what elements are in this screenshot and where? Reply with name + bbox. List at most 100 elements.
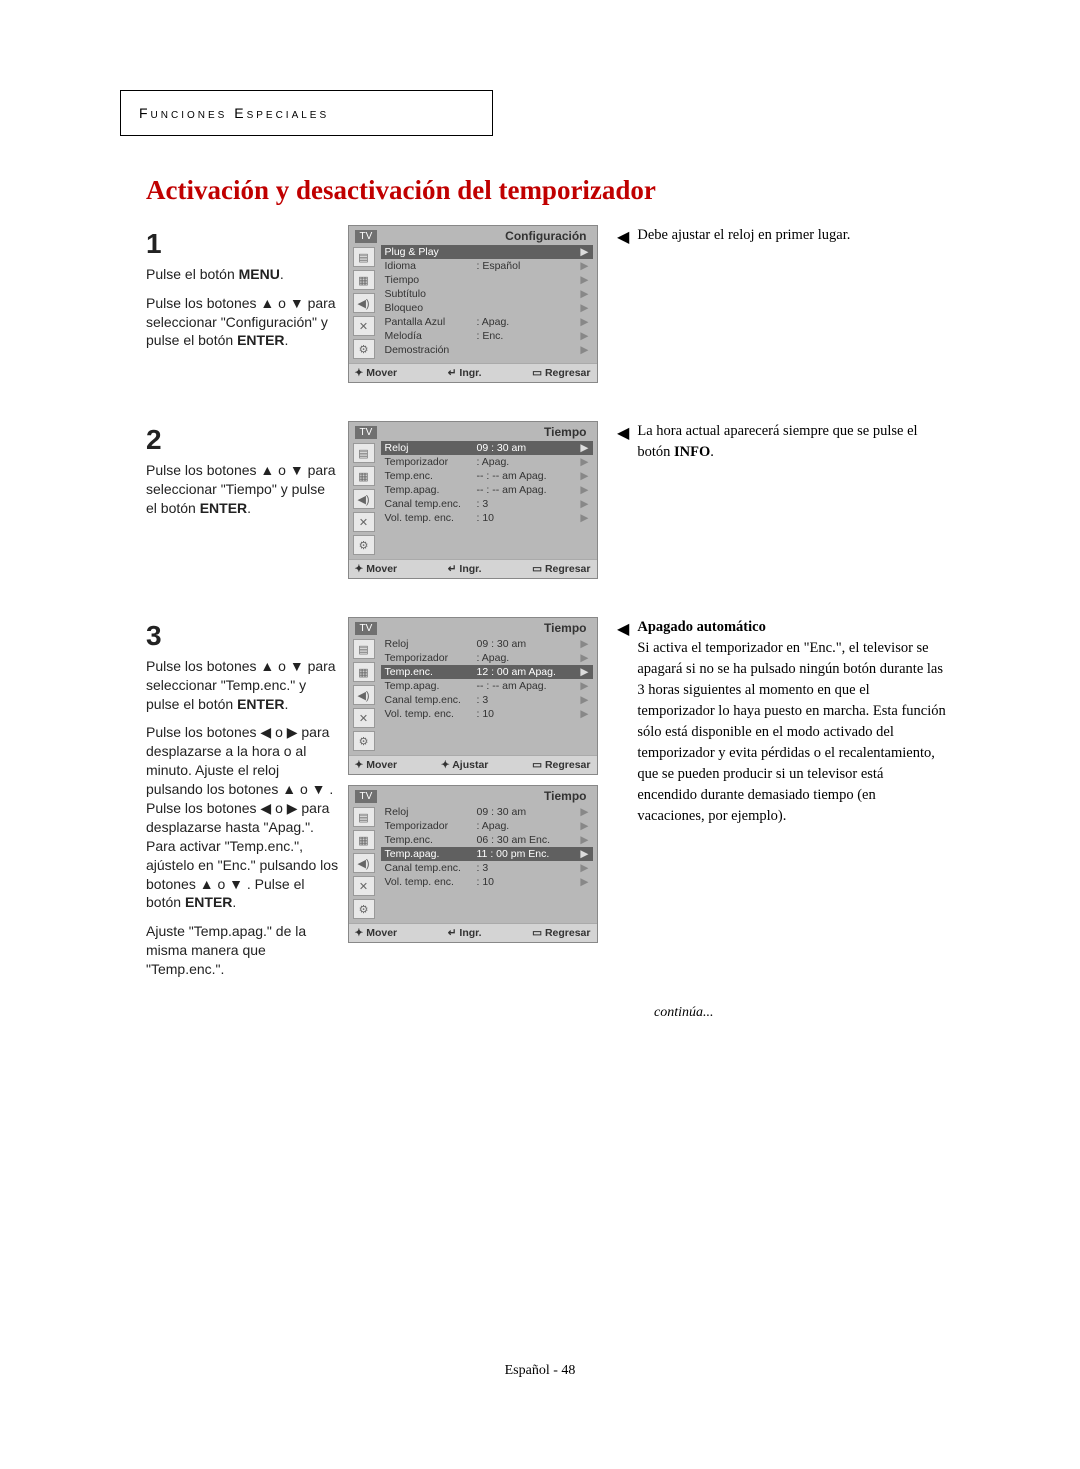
osd-sidebar-icon: ▦ (353, 466, 375, 486)
osd-item-label: Reloj (385, 442, 477, 454)
step2-p1: Pulse los botones ▲ o ▼ para seleccionar… (146, 461, 340, 518)
osd-item-value (477, 344, 579, 356)
chevron-right-icon: ▶ (579, 820, 589, 832)
osd-item-value: 09 : 30 am (477, 442, 579, 454)
osd-panel-title: Tiempo (377, 425, 590, 439)
osd-sidebar-icon: ◀) (353, 685, 375, 705)
osd-menu-item: Subtítulo▶ (381, 287, 593, 301)
chevron-right-icon: ▶ (579, 876, 589, 888)
chevron-right-icon: ▶ (579, 512, 589, 524)
osd-menu-item: Reloj09 : 30 am▶ (381, 441, 593, 455)
osd-menu-item: Canal temp.enc.: 3▶ (381, 497, 593, 511)
osd-item-value: : 3 (477, 694, 579, 706)
osd-item-label: Temporizador (385, 456, 477, 468)
step3-p2: Pulse los botones ◀ o ▶ para desplazarse… (146, 723, 340, 799)
note3-title: Apagado automático (637, 619, 766, 635)
note2: ◀ La hora actual aparecerá siempre que s… (599, 421, 946, 589)
step-row-1: 1 Pulse el botón MENU. Pulse los botones… (146, 225, 946, 393)
osd-menu-item: Pantalla Azul: Apag.▶ (381, 315, 593, 329)
osd-sidebar-icon: ⚙ (353, 731, 375, 751)
osd-sidebar-icon: ▦ (353, 830, 375, 850)
osd-item-label: Temp.apag. (385, 848, 477, 860)
osd-menu-item: Temp.apag.11 : 00 pm Enc.▶ (381, 847, 593, 861)
osd-sidebar-icon: ◀) (353, 293, 375, 313)
chevron-right-icon: ▶ (579, 456, 589, 468)
chevron-right-icon: ▶ (579, 680, 589, 692)
osd-item-value: : Enc. (477, 330, 579, 342)
osd-item-value: : Español (477, 260, 579, 272)
osd-menu-item: Tiempo▶ (381, 273, 593, 287)
osd-item-value: 09 : 30 am (477, 806, 579, 818)
note2-text: La hora actual aparecerá siempre que se … (637, 421, 946, 463)
osd-item-value (477, 274, 579, 286)
osd-foot-regresar: ▭ Regresar (532, 367, 590, 379)
step-number: 3 (146, 617, 340, 655)
osd-item-value: -- : -- am Apag. (477, 680, 579, 692)
osd-item-label: Reloj (385, 806, 477, 818)
osd-menu-item: Temporizador: Apag.▶ (381, 819, 593, 833)
step3-p3: Pulse los botones ◀ o ▶ para desplazarse… (146, 799, 340, 912)
chevron-right-icon: ▶ (579, 862, 589, 874)
osd-foot-mover: ✦ Mover (355, 927, 398, 939)
section-header: Funciones Especiales (120, 90, 493, 136)
osd-menu-item: Plug & Play▶ (381, 245, 593, 259)
osd-tiempo1: TVTiempo▤▦◀)✕⚙Reloj09 : 30 am▶Temporizad… (348, 421, 600, 589)
chevron-right-icon: ▶ (579, 484, 589, 496)
osd-item-value: -- : -- am Apag. (477, 484, 579, 496)
osd-sidebar-icon: ⚙ (353, 535, 375, 555)
osd-menu-item: Temp.apag.-- : -- am Apag.▶ (381, 679, 593, 693)
osd-menu-item: Reloj09 : 30 am▶ (381, 805, 593, 819)
osd-footer: ✦ Mover↵ Ingr.▭ Regresar (349, 923, 597, 942)
osd-item-value (477, 302, 579, 314)
osd-item-label: Canal temp.enc. (385, 862, 477, 874)
chevron-right-icon: ▶ (579, 694, 589, 706)
step-number: 2 (146, 421, 340, 459)
content-area: 1 Pulse el botón MENU. Pulse los botones… (146, 225, 946, 1007)
osd-item-value (477, 246, 579, 258)
osd-menu-item: Vol. temp. enc.: 10▶ (381, 707, 593, 721)
osd-tv-badge: TV (355, 790, 378, 803)
osd-item-value: 09 : 30 am (477, 638, 579, 650)
note3-body: Apagado automático Si activa el temporiz… (637, 617, 946, 827)
chevron-right-icon: ▶ (579, 442, 589, 454)
chevron-right-icon: ▶ (579, 260, 589, 272)
osd-icon-column: ▤▦◀)✕⚙ (353, 805, 377, 919)
step1-text: 1 Pulse el botón MENU. Pulse los botones… (146, 225, 348, 393)
osd-item-value: : Apag. (477, 456, 579, 468)
osd-sidebar-icon: ▤ (353, 247, 375, 267)
chevron-right-icon: ▶ (579, 302, 589, 314)
note-arrow-icon: ◀ (617, 618, 629, 827)
osd-item-label: Tiempo (385, 274, 477, 286)
osd-footer: ✦ Mover✦ Ajustar▭ Regresar (349, 755, 597, 774)
osd-item-value: : 10 (477, 512, 579, 524)
step3-p1: Pulse los botones ▲ o ▼ para seleccionar… (146, 657, 340, 714)
note-arrow-icon: ◀ (617, 226, 629, 249)
osd-menu-item: Bloqueo ▶ (381, 301, 593, 315)
chevron-right-icon: ▶ (579, 652, 589, 664)
osd-foot-mover: ✦ Mover (355, 563, 398, 575)
osd-menu-item: Canal temp.enc.: 3▶ (381, 861, 593, 875)
osd-item-value: : 10 (477, 708, 579, 720)
step3-p4: Ajuste "Temp.apag." de la misma manera q… (146, 922, 340, 979)
chevron-right-icon: ▶ (579, 498, 589, 510)
chevron-right-icon: ▶ (579, 666, 589, 678)
osd-item-list: Plug & Play▶Idioma: Español▶Tiempo▶Subtí… (377, 245, 593, 359)
osd-panel-title: Configuración (377, 229, 590, 243)
osd-foot-regresar: ▭ Regresar (532, 563, 590, 575)
continua-label: continúa... (654, 1005, 714, 1021)
note-arrow-icon: ◀ (617, 422, 629, 463)
osd-foot-regresar: ▭ Regresar (532, 759, 590, 771)
step-row-3: 3 Pulse los botones ▲ o ▼ para seleccion… (146, 617, 946, 979)
chevron-right-icon: ▶ (579, 330, 589, 342)
osd-item-label: Vol. temp. enc. (385, 876, 477, 888)
osd-menu-item: Melodía: Enc.▶ (381, 329, 593, 343)
osd-sidebar-icon: ✕ (353, 876, 375, 896)
osd-item-label: Temp.apag. (385, 680, 477, 692)
osd-item-label: Subtítulo (385, 288, 477, 300)
osd-item-label: Bloqueo (385, 302, 477, 314)
osd-sidebar-icon: ▤ (353, 443, 375, 463)
osd-panel: TVTiempo▤▦◀)✕⚙Reloj09 : 30 am▶Temporizad… (348, 785, 598, 943)
osd-menu-item: Temp.enc.-- : -- am Apag.▶ (381, 469, 593, 483)
osd-tiempo-group: TVTiempo▤▦◀)✕⚙Reloj09 : 30 am▶Temporizad… (348, 617, 600, 979)
osd-foot-ingr: ↵ Ingr. (448, 927, 482, 939)
